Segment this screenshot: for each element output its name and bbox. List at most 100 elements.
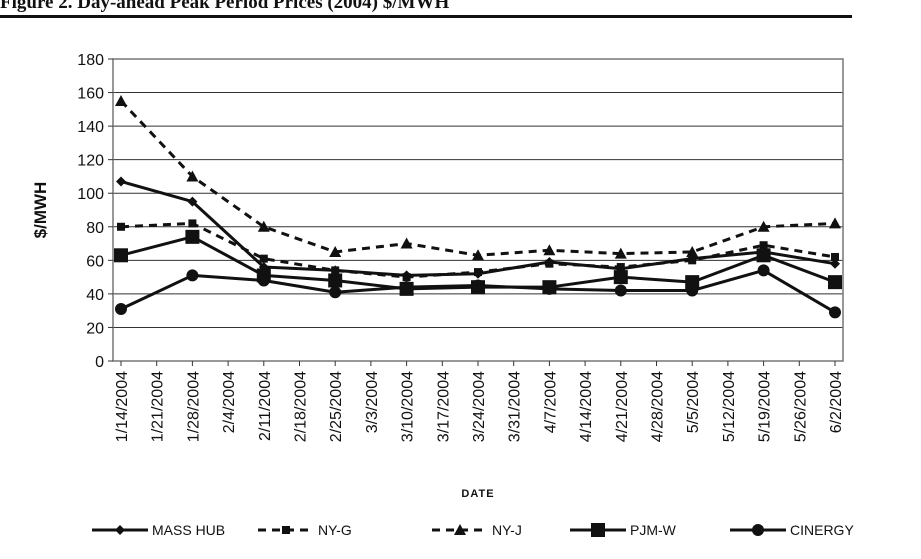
data-point: [257, 274, 270, 287]
x-tick-label: 5/5/2004: [685, 371, 702, 433]
y-tick-label: 140: [77, 119, 104, 136]
x-tick-label: 1/28/2004: [185, 371, 202, 442]
y-axis-label: $/MWH: [31, 182, 50, 239]
data-point: [186, 269, 199, 282]
x-tick-label: 4/28/2004: [650, 371, 667, 442]
x-tick-label: 2/11/2004: [257, 371, 274, 441]
y-tick-label: 80: [86, 220, 104, 237]
data-point: [686, 245, 699, 257]
plot-area-frame: [112, 58, 844, 362]
x-tick-label: 2/4/2004: [221, 371, 238, 433]
series-ny-g: [117, 219, 839, 282]
y-axis-ticks: 0 20 40 60 80 100 120 140 160 180: [77, 52, 113, 371]
data-point: [614, 247, 627, 259]
data-point: [331, 266, 340, 275]
x-tick-label: 2/25/2004: [328, 371, 345, 442]
series-cinergy: [115, 264, 841, 319]
legend-entry: NY-G: [258, 522, 352, 538]
legend-label: PJM-W: [630, 522, 677, 538]
data-point: [759, 241, 768, 250]
legend-label: CINERGY: [790, 522, 854, 538]
x-tick-label: 5/26/2004: [792, 371, 809, 442]
y-tick-label: 100: [77, 186, 104, 203]
data-point: [259, 254, 268, 263]
data-point: [454, 524, 466, 535]
legend-label: NY-J: [492, 522, 522, 538]
data-point: [188, 219, 197, 228]
x-tick-label: 1/21/2004: [150, 371, 167, 442]
data-point: [400, 237, 413, 249]
x-tick-label: 3/31/2004: [507, 371, 524, 442]
data-point: [543, 244, 556, 256]
data-point: [831, 252, 839, 261]
legend-label: NY-G: [318, 522, 352, 538]
x-tick-label: 2/18/2004: [293, 371, 310, 442]
data-point: [828, 275, 842, 290]
legend-entry: NY-J: [432, 522, 522, 538]
data-point: [613, 270, 628, 285]
x-tick-label: 4/14/2004: [578, 371, 595, 442]
data-point: [328, 273, 343, 288]
y-tick-label: 120: [77, 153, 104, 170]
x-tick-label: 5/12/2004: [721, 371, 738, 442]
y-tick-label: 60: [86, 253, 104, 270]
data-point: [685, 275, 700, 290]
data-point: [545, 259, 554, 268]
data-point: [117, 222, 125, 231]
y-tick-label: 180: [77, 52, 104, 69]
y-tick-label: 40: [86, 287, 104, 304]
data-point: [282, 526, 290, 534]
x-tick-label: 1/14/2004: [114, 371, 131, 442]
data-point: [614, 284, 627, 297]
x-tick-label: 4/7/2004: [542, 371, 559, 433]
data-point: [329, 286, 342, 299]
x-tick-label: 3/3/2004: [364, 371, 381, 433]
data-point: [616, 263, 625, 272]
data-point: [829, 217, 841, 229]
data-point: [752, 524, 764, 536]
data-point: [116, 176, 126, 187]
y-tick-label: 20: [86, 320, 104, 337]
data-point: [186, 170, 199, 182]
data-point: [472, 249, 484, 261]
x-tick-label: 5/19/2004: [757, 371, 774, 442]
series-ny-j: [115, 94, 841, 261]
data-point: [756, 248, 771, 263]
legend: MASS HUB NY-G NY-J PJM-W CINERGY: [92, 522, 854, 538]
data-point: [400, 281, 413, 294]
legend-entry: CINERGY: [730, 522, 854, 538]
data-point: [185, 229, 200, 244]
data-point: [402, 273, 411, 282]
data-point: [257, 220, 270, 232]
data-point: [115, 302, 127, 315]
x-tick-label: 3/24/2004: [471, 371, 488, 442]
y-tick-label: 0: [95, 354, 104, 371]
figure-title: Figure 2. Day-ahead Peak Period Prices (…: [0, 0, 450, 13]
series-mass-hub: [116, 176, 840, 281]
data-point: [329, 245, 342, 257]
legend-entry: PJM-W: [570, 522, 677, 538]
data-point: [757, 264, 770, 277]
data-point: [472, 279, 484, 292]
data-point: [187, 196, 198, 207]
x-tick-label: 4/21/2004: [614, 371, 631, 442]
data-point: [829, 306, 841, 319]
data-point: [830, 258, 840, 269]
x-tick-label: 3/10/2004: [400, 371, 417, 442]
x-tick-label: 3/17/2004: [435, 371, 452, 442]
data-point: [591, 523, 605, 537]
x-tick-label: 6/2/2004: [828, 371, 845, 433]
series-line: [119, 99, 836, 257]
legend-entry: MASS HUB: [92, 522, 225, 538]
data-point: [114, 248, 128, 263]
title-rule: [0, 15, 852, 18]
data-point: [688, 256, 697, 265]
data-point: [474, 268, 482, 277]
data-point: [686, 284, 699, 297]
legend-label: MASS HUB: [152, 522, 225, 538]
x-axis-ticks: 1/14/2004 1/21/2004 1/28/2004 2/4/2004 2/11/…: [114, 361, 845, 442]
data-point: [115, 525, 125, 535]
data-point: [543, 282, 556, 295]
y-tick-label: 160: [77, 86, 104, 103]
